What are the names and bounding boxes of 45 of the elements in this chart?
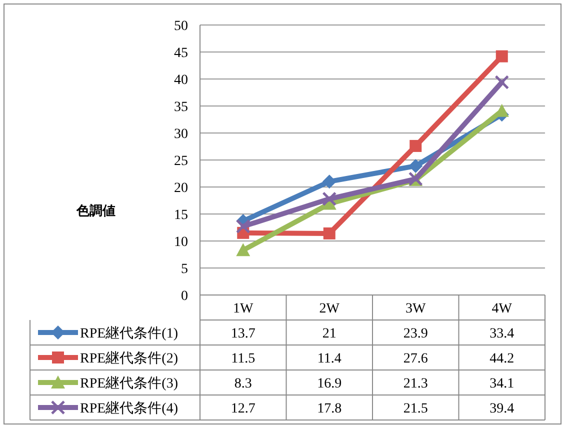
point xyxy=(323,227,336,240)
legend-label: RPE継代条件(3) xyxy=(80,375,178,392)
y-tick-label: 20 xyxy=(174,180,188,196)
data-label: 13.7 xyxy=(230,326,256,342)
point xyxy=(236,219,250,234)
point xyxy=(322,174,336,189)
point xyxy=(410,140,422,152)
point xyxy=(496,50,508,62)
data-label: 21 xyxy=(322,326,336,342)
y-tick-label: 15 xyxy=(174,208,188,223)
data-label: 21.5 xyxy=(403,401,428,416)
data-label: 8.3 xyxy=(234,376,252,392)
data-label: 44.2 xyxy=(490,351,514,366)
point xyxy=(236,243,250,256)
y-tick-label: 0 xyxy=(181,288,188,304)
y-tick-label: 45 xyxy=(174,46,188,61)
data-label: 11.5 xyxy=(231,351,256,366)
y-tick-label: 50 xyxy=(174,18,188,34)
data-label: 12.7 xyxy=(230,401,256,416)
data-label: 16.9 xyxy=(317,376,342,392)
data-label: 39.4 xyxy=(490,401,514,416)
legend-label: RPE継代条件(4) xyxy=(80,400,178,416)
data-label: 11.4 xyxy=(317,351,342,366)
data-label: 21.3 xyxy=(403,376,428,392)
legend-label: RPE継代条件(2) xyxy=(80,350,178,366)
legend-label: RPE継代条件(1) xyxy=(80,325,178,342)
data-label: 34.1 xyxy=(490,376,514,392)
y-tick-label: 10 xyxy=(174,234,188,250)
x-tick-label: 2W xyxy=(319,301,340,316)
y-tick-label: 25 xyxy=(174,154,188,169)
y-axis-title: 色調値 xyxy=(76,203,116,219)
y-tick-label: 30 xyxy=(174,126,188,142)
data-label: 17.8 xyxy=(317,401,342,416)
data-label: 27.6 xyxy=(403,351,428,366)
point xyxy=(408,158,423,173)
point xyxy=(322,192,337,206)
data-label: 33.4 xyxy=(490,326,514,342)
y-tick-label: 35 xyxy=(174,100,188,115)
data-label: 23.9 xyxy=(403,326,428,342)
point xyxy=(494,74,510,90)
y-tick-label: 40 xyxy=(174,72,188,88)
x-tick-label: 4W xyxy=(492,301,513,316)
x-tick-label: 3W xyxy=(406,301,427,316)
x-tick-label: 1W xyxy=(233,301,254,316)
y-tick-label: 5 xyxy=(181,262,188,277)
